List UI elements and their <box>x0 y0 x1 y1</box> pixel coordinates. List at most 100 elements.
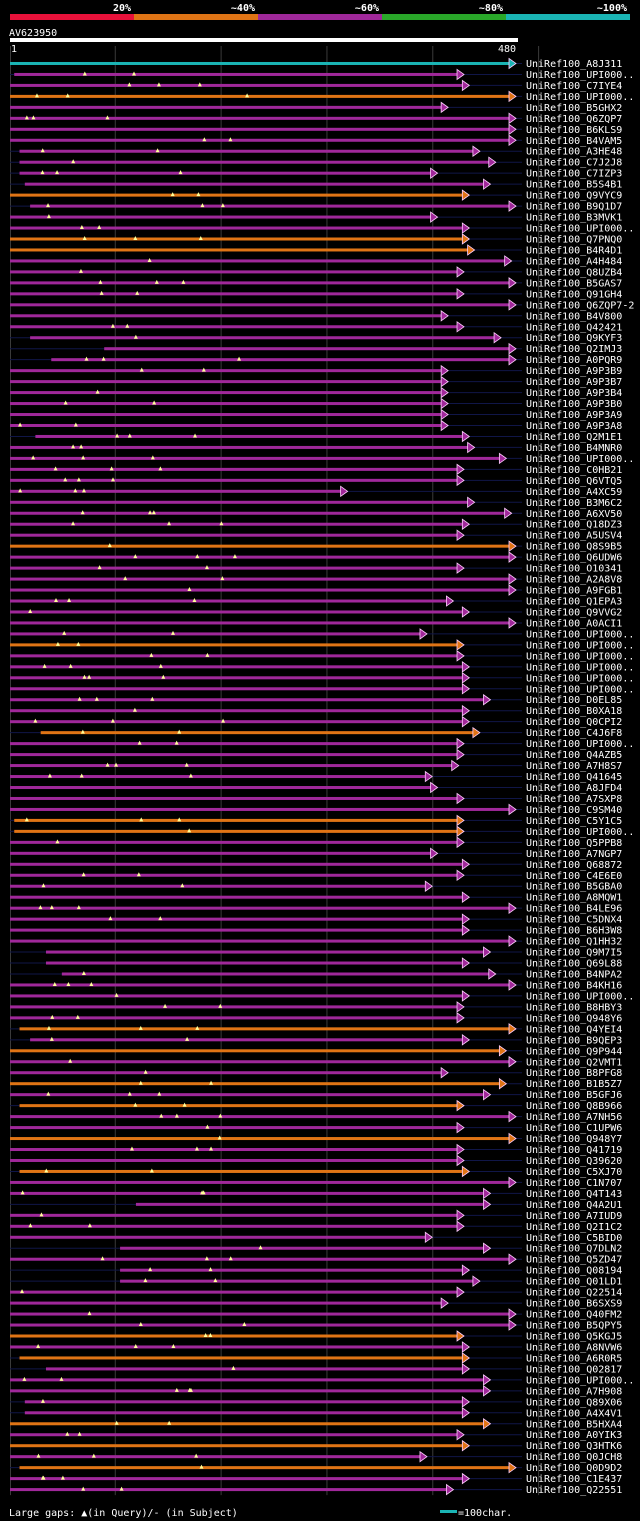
hit-label[interactable]: UniRef100_A8JFD4 <box>526 783 622 794</box>
hit-label[interactable]: UniRef100_Q2VMT1 <box>526 1057 622 1068</box>
hit-bar[interactable] <box>10 1444 464 1448</box>
hit-label[interactable]: UniRef100_B1B5Z7 <box>526 1079 622 1090</box>
hit-bar[interactable] <box>35 434 464 438</box>
hit-bar[interactable] <box>120 1246 485 1250</box>
hit-label[interactable]: UniRef100_Q4T143 <box>526 1189 622 1200</box>
hit-bar[interactable] <box>10 676 464 680</box>
hit-label[interactable]: UniRef100_Q4A2U1 <box>526 1200 622 1211</box>
hit-bar[interactable] <box>120 1279 474 1283</box>
hit-bar[interactable] <box>10 895 464 899</box>
hit-label[interactable]: UniRef100_B5GFJ6 <box>526 1090 622 1101</box>
hit-bar[interactable] <box>10 862 464 866</box>
hit-label[interactable]: UniRef100_Q6ZQP7-2 <box>526 300 634 311</box>
hit-label[interactable]: UniRef100_B5GAS7 <box>526 278 622 289</box>
hit-bar[interactable] <box>14 829 459 833</box>
hit-bar[interactable] <box>10 1060 510 1064</box>
hit-label[interactable]: UniRef100_B0XA18 <box>526 706 622 717</box>
hit-label[interactable]: UniRef100_A3HE48 <box>526 147 622 158</box>
hit-bar[interactable] <box>10 1257 510 1261</box>
hit-label[interactable]: UniRef100_A8MQW1 <box>526 893 622 904</box>
hit-label[interactable]: UniRef100_A7SXP8 <box>526 794 622 805</box>
hit-label[interactable]: UniRef100_A4H484 <box>526 256 622 267</box>
hit-bar[interactable] <box>10 413 443 417</box>
hit-bar[interactable] <box>30 336 496 340</box>
hit-bar[interactable] <box>10 1235 427 1239</box>
hit-bar[interactable] <box>10 1082 501 1086</box>
hit-label[interactable]: UniRef100_C5BID0 <box>526 1233 622 1244</box>
hit-bar[interactable] <box>10 116 510 120</box>
hit-bar[interactable] <box>10 643 459 647</box>
hit-bar[interactable] <box>10 1433 459 1437</box>
hit-bar[interactable] <box>10 1389 485 1393</box>
hit-label[interactable]: UniRef100_A5USV4 <box>526 531 622 542</box>
hit-bar[interactable] <box>10 248 469 252</box>
hit-label[interactable]: UniRef100_A6XV50 <box>526 509 622 520</box>
hit-bar[interactable] <box>10 193 464 197</box>
hit-bar[interactable] <box>10 698 485 702</box>
hit-label[interactable]: UniRef100_Q9M7I5 <box>526 948 622 959</box>
hit-bar[interactable] <box>10 1312 510 1316</box>
hit-label[interactable]: UniRef100_Q69L88 <box>526 959 622 970</box>
hit-label[interactable]: UniRef100_B5GBA0 <box>526 882 622 893</box>
hit-bar[interactable] <box>10 105 443 109</box>
hit-label[interactable]: UniRef100_B4V800 <box>526 311 622 322</box>
hit-bar[interactable] <box>10 1005 459 1009</box>
hit-bar[interactable] <box>10 720 464 724</box>
hit-label[interactable]: UniRef100_Q7DLN2 <box>526 1244 622 1255</box>
hit-label[interactable]: UniRef100_C4E6E0 <box>526 871 622 882</box>
hit-label[interactable]: UniRef100_A0PQR9 <box>526 355 622 366</box>
hit-bar[interactable] <box>10 325 459 329</box>
hit-label[interactable]: UniRef100_B8HBY3 <box>526 1002 622 1013</box>
hit-label[interactable]: UniRef100_C9SM40 <box>526 805 622 816</box>
hit-label[interactable]: UniRef100_B6SXS9 <box>526 1299 622 1310</box>
hit-label[interactable]: UniRef100_B9Q1D7 <box>526 202 622 213</box>
hit-bar[interactable] <box>10 478 459 482</box>
hit-label[interactable]: UniRef100_Q9P944 <box>526 1046 622 1057</box>
hit-label[interactable]: UniRef100_A7H8S7 <box>526 761 622 772</box>
hit-label[interactable]: UniRef100_A9P3A9 <box>526 410 622 421</box>
hit-label[interactable]: UniRef100_Q4AZB5 <box>526 750 622 761</box>
hit-bar[interactable] <box>10 764 453 768</box>
hit-bar[interactable] <box>14 72 459 76</box>
hit-bar[interactable] <box>10 1290 459 1294</box>
hit-bar[interactable] <box>10 303 510 307</box>
hit-label[interactable]: UniRef100_A8NVW6 <box>526 1342 622 1353</box>
hit-bar[interactable] <box>14 818 459 822</box>
hit-bar[interactable] <box>10 292 459 296</box>
hit-label[interactable]: UniRef100_B3M6C2 <box>526 498 622 509</box>
hit-label[interactable]: UniRef100_C5Y1C5 <box>526 816 622 827</box>
hit-bar[interactable] <box>10 423 443 427</box>
hit-bar[interactable] <box>24 182 485 186</box>
hit-label[interactable]: UniRef100_Q8S9B5 <box>526 542 622 553</box>
hit-bar[interactable] <box>10 917 464 921</box>
hit-bar[interactable] <box>10 314 443 318</box>
hit-bar[interactable] <box>104 347 511 351</box>
hit-bar[interactable] <box>10 709 464 713</box>
hit-label[interactable]: UniRef100_Q7PNQ0 <box>526 235 622 246</box>
hit-bar[interactable] <box>10 632 421 636</box>
hit-bar[interactable] <box>10 610 464 614</box>
hit-bar[interactable] <box>24 1411 464 1415</box>
hit-label[interactable]: UniRef100_O10341 <box>526 564 622 575</box>
hit-label[interactable]: UniRef100_UPI000.. <box>526 827 634 838</box>
hit-bar[interactable] <box>10 840 459 844</box>
hit-label[interactable]: UniRef100_UPI000.. <box>526 1375 634 1386</box>
hit-bar[interactable] <box>10 786 432 790</box>
hit-bar[interactable] <box>61 972 490 976</box>
hit-bar[interactable] <box>10 687 464 691</box>
hit-bar[interactable] <box>30 204 510 208</box>
hit-label[interactable]: UniRef100_Q22551 <box>526 1485 622 1496</box>
hit-label[interactable]: UniRef100_B5HXA4 <box>526 1419 622 1430</box>
hit-label[interactable]: UniRef100_A9P3B4 <box>526 388 622 399</box>
hit-bar[interactable] <box>10 566 459 570</box>
hit-label[interactable]: UniRef100_A9P3B9 <box>526 366 622 377</box>
hit-label[interactable]: UniRef100_UPI000.. <box>526 629 634 640</box>
hit-bar[interactable] <box>10 1180 510 1184</box>
hit-label[interactable]: UniRef100_C7IZP3 <box>526 169 622 180</box>
hit-label[interactable]: UniRef100_Q5ZD47 <box>526 1255 622 1266</box>
hit-bar[interactable] <box>10 259 506 263</box>
hit-label[interactable]: UniRef100_Q5KGJ5 <box>526 1332 622 1343</box>
hit-label[interactable]: UniRef100_Q0D9D2 <box>526 1463 622 1474</box>
hit-label[interactable]: UniRef100_UPI000.. <box>526 640 634 651</box>
hit-label[interactable]: UniRef100_Q5PPB8 <box>526 838 622 849</box>
